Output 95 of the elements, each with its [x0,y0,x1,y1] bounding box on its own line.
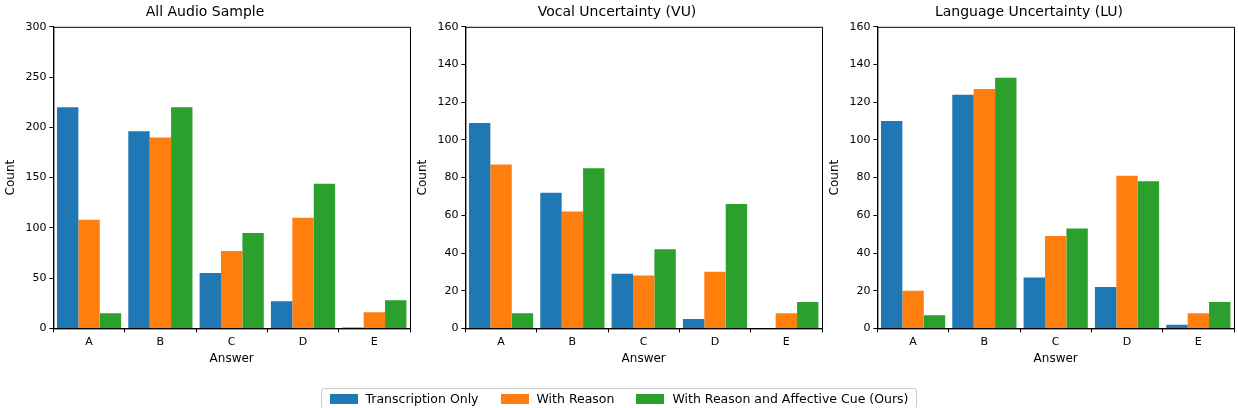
x-tick-label: D [1122,334,1132,348]
x-tick-label: D [710,334,720,348]
x-tick-label: A [909,334,918,348]
y-tick-label: 140 [437,57,459,71]
bar [1023,277,1045,328]
bar [654,249,676,328]
bar [923,315,946,328]
chart-title: All Audio Sample [145,3,265,20]
x-tick-label: D [298,334,308,348]
y-tick-label: 140 [849,57,871,71]
y-tick-label: 60 [856,208,871,222]
bar [171,107,193,328]
bar [128,131,150,328]
bar [775,313,798,328]
bar [995,77,1017,328]
bar [313,183,336,328]
bar [468,122,491,328]
x-tick-label: E [782,334,790,348]
bar [1166,324,1188,328]
y-tick-label: 160 [849,19,871,33]
y-tick-label: 20 [856,283,871,297]
bar [99,313,122,328]
bar [633,275,655,328]
bar [1187,313,1210,328]
y-tick-label: 50 [32,270,47,284]
x-tick-label: C [227,334,236,348]
y-tick-label: 60 [444,208,459,222]
bar [149,137,172,328]
bar [561,211,584,328]
bar [1066,228,1088,328]
bar [270,301,293,328]
y-tick-label: 250 [25,69,47,83]
bar [78,219,100,328]
x-axis-title: Answer [209,350,254,365]
y-tick-label: 80 [856,170,871,184]
y-tick-label: 120 [437,95,459,109]
bar [611,273,633,328]
bar [1116,175,1138,328]
x-axis-title: Answer [1033,350,1078,365]
bar [880,121,903,328]
y-tick-label: 100 [437,132,459,146]
y-axis-title: Count [415,159,430,196]
bar [540,192,562,328]
x-tick-label: E [1194,334,1202,348]
y-tick-label: 120 [849,95,871,109]
y-tick-label: 40 [444,245,459,259]
y-axis-title: Count [827,159,842,196]
bar [221,250,243,328]
x-tick-label: A [85,334,94,348]
x-tick-label: B [156,334,165,348]
y-tick-label: 100 [25,220,47,234]
bar [242,232,264,328]
bar [1094,286,1117,328]
x-axis-title: Answer [621,350,666,365]
x-tick-label: A [497,334,506,348]
y-tick-label: 200 [25,120,47,134]
bar [797,302,819,328]
bar [682,318,705,328]
bar [952,94,974,328]
bar [1209,302,1231,328]
x-tick-label: B [980,334,989,348]
bar [902,290,924,328]
x-tick-label: C [1051,334,1060,348]
legend-label: With Reason and Affective Cue (Ours) [672,391,909,406]
bar [1137,181,1160,328]
bar [385,300,407,328]
y-tick-label: 0 [451,321,459,335]
bar [292,217,314,328]
x-tick-label: C [639,334,648,348]
y-tick-label: 160 [437,19,459,33]
bar [704,271,726,328]
y-axis-title: Count [3,159,18,196]
bar [490,164,512,328]
x-tick-label: E [370,334,378,348]
bar [199,273,221,328]
chart-title: Language Uncertainty (LU) [934,3,1124,20]
y-tick-label: 100 [849,132,871,146]
bar [363,312,386,328]
y-tick-label: 40 [856,245,871,259]
y-tick-label: 300 [25,19,47,33]
chart-title: Vocal Uncertainty (VU) [537,3,697,20]
bar [511,313,534,328]
y-tick-label: 20 [444,283,459,297]
bar [583,168,605,328]
bar [56,107,79,328]
legend-label: Transcription Only [365,391,479,406]
y-tick-label: 0 [39,321,47,335]
x-tick-label: B [568,334,577,348]
legend-label: With Reason [536,391,615,406]
y-tick-label: 80 [444,170,459,184]
y-tick-label: 0 [863,321,871,335]
y-tick-label: 150 [25,170,47,184]
bar [1045,236,1067,328]
bar [725,203,748,328]
bar [973,89,996,328]
